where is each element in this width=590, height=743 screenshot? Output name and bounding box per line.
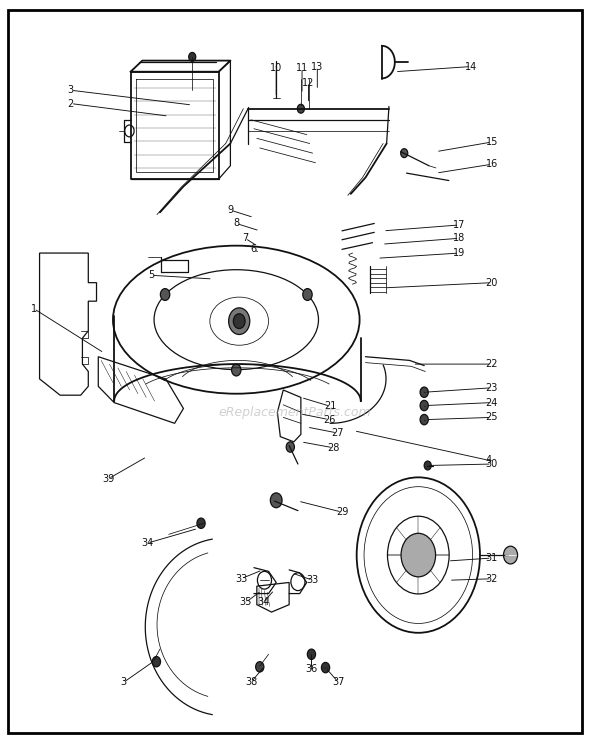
Text: 25: 25: [486, 412, 498, 422]
Text: 35: 35: [240, 597, 252, 608]
Circle shape: [420, 415, 428, 425]
Text: 33: 33: [235, 574, 247, 584]
Text: 14: 14: [465, 62, 477, 71]
Circle shape: [160, 288, 170, 300]
Text: 3: 3: [120, 678, 127, 687]
Text: 30: 30: [486, 459, 498, 469]
Text: 6: 6: [251, 244, 257, 254]
Text: 23: 23: [486, 383, 498, 393]
Circle shape: [232, 364, 241, 376]
Circle shape: [189, 53, 196, 62]
Text: 27: 27: [331, 428, 343, 438]
Circle shape: [197, 518, 205, 528]
Text: 26: 26: [323, 415, 335, 424]
Circle shape: [420, 400, 428, 411]
Text: 38: 38: [245, 678, 257, 687]
Text: 15: 15: [486, 137, 498, 147]
Circle shape: [424, 461, 431, 470]
Text: 37: 37: [332, 678, 345, 687]
Text: 12: 12: [302, 78, 314, 88]
Text: 20: 20: [486, 278, 498, 288]
Circle shape: [270, 493, 282, 507]
Text: 11: 11: [296, 63, 308, 73]
Circle shape: [303, 288, 312, 300]
Text: 9: 9: [227, 205, 234, 215]
Text: 33: 33: [306, 575, 319, 585]
Text: 19: 19: [453, 248, 466, 258]
Text: 16: 16: [486, 159, 498, 169]
Text: 34: 34: [141, 538, 153, 548]
Circle shape: [255, 662, 264, 672]
Text: 22: 22: [486, 359, 498, 369]
Text: 39: 39: [102, 474, 114, 484]
Text: 18: 18: [453, 233, 466, 243]
Text: 34: 34: [257, 597, 270, 608]
Text: 5: 5: [148, 270, 154, 280]
Text: 1: 1: [31, 304, 37, 314]
Circle shape: [401, 149, 408, 158]
Text: 28: 28: [327, 443, 339, 452]
Circle shape: [229, 308, 250, 334]
Text: 2: 2: [68, 99, 74, 108]
Text: 31: 31: [486, 553, 498, 563]
Text: eReplacementParts.com: eReplacementParts.com: [219, 406, 371, 419]
Circle shape: [152, 657, 160, 667]
Text: 10: 10: [270, 63, 283, 73]
Circle shape: [297, 104, 304, 113]
Text: 17: 17: [453, 220, 466, 230]
Text: 13: 13: [311, 62, 323, 71]
Circle shape: [307, 649, 316, 660]
Circle shape: [286, 442, 294, 452]
Text: 3: 3: [68, 85, 74, 95]
Text: 24: 24: [486, 398, 498, 408]
Text: 21: 21: [324, 401, 336, 412]
Text: 29: 29: [336, 507, 348, 517]
Circle shape: [503, 546, 517, 564]
Text: 8: 8: [233, 218, 240, 228]
Circle shape: [233, 314, 245, 328]
Circle shape: [401, 533, 435, 577]
Circle shape: [322, 663, 330, 672]
Circle shape: [420, 387, 428, 398]
Text: 36: 36: [305, 664, 317, 674]
Text: 4: 4: [486, 455, 492, 465]
Text: 7: 7: [242, 233, 248, 243]
Text: 32: 32: [486, 574, 498, 584]
